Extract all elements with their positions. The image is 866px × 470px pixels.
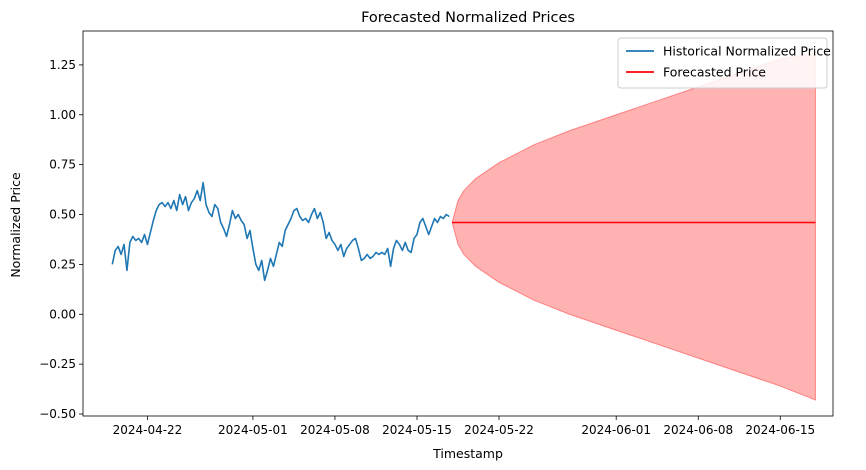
y-tick-label: 0.25 — [49, 257, 76, 271]
historical-price-line — [111, 181, 450, 282]
x-tick-label: 2024-06-15 — [745, 423, 815, 437]
y-tick-label: 1.25 — [49, 58, 76, 72]
x-tick-label: 2024-05-15 — [382, 423, 452, 437]
y-axis-title: Normalized Price — [8, 172, 23, 278]
y-tick-label: −0.50 — [39, 407, 76, 421]
x-axis: 2024-04-22 2024-05-01 2024-05-08 2024-05-15… — [113, 416, 815, 437]
x-tick-label: 2024-06-08 — [663, 423, 733, 437]
y-tick-label: −0.25 — [39, 357, 76, 371]
x-axis-title: Timestamp — [432, 446, 503, 461]
forecast-confidence-band — [451, 52, 816, 401]
legend-box — [617, 37, 828, 89]
chart-title: Forecasted Normalized Prices — [361, 10, 575, 26]
x-tick-label: 2024-05-01 — [218, 423, 288, 437]
plot-area — [111, 52, 816, 401]
x-tick-label: 2024-04-22 — [113, 423, 183, 437]
legend: Historical Normalized Price Forecasted Pr… — [617, 37, 831, 89]
y-axis: −0.50 −0.25 0.00 0.25 0.50 0.75 1.00 1.25 — [39, 58, 83, 421]
legend-label: Forecasted Price — [663, 65, 766, 80]
y-tick-label: 0.00 — [49, 307, 76, 321]
x-tick-label: 2024-06-01 — [581, 423, 651, 437]
y-tick-label: 0.50 — [49, 208, 76, 222]
x-tick-label: 2024-05-22 — [464, 423, 534, 437]
y-tick-label: 0.75 — [49, 158, 76, 172]
x-tick-label: 2024-05-08 — [300, 423, 370, 437]
legend-label: Historical Normalized Price — [663, 44, 831, 59]
y-tick-label: 1.00 — [49, 108, 76, 122]
plot-frame — [82, 30, 834, 417]
